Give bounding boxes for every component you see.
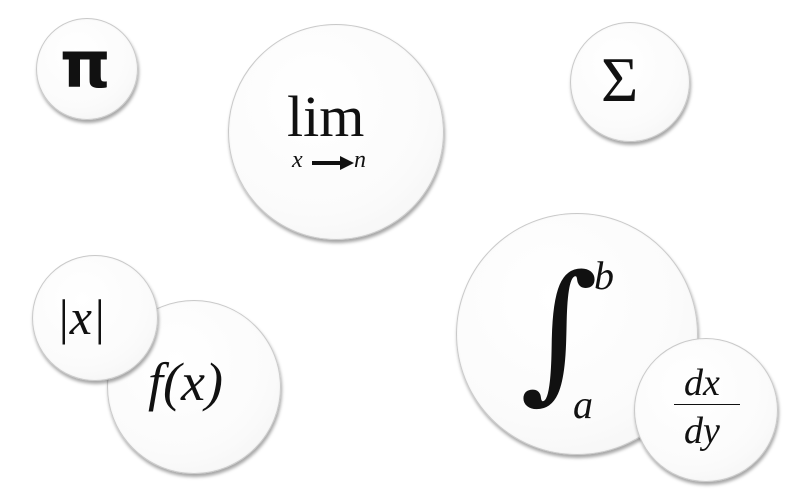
- right-arrow-icon: [312, 156, 354, 170]
- function-symbol: f(x): [148, 352, 223, 412]
- sigma-bubble: [570, 22, 690, 142]
- limit-subscript-target: n: [354, 147, 366, 173]
- limit-bubble: [228, 24, 444, 240]
- derivative-bubble: [634, 338, 778, 482]
- limit-word: lim: [287, 84, 365, 149]
- pi-bubble: [36, 18, 138, 120]
- pi-symbol: π: [60, 29, 111, 103]
- limit-subscript-variable: x: [292, 147, 303, 173]
- absolute-value-symbol: |x|: [56, 289, 106, 345]
- fraction-bar: [674, 404, 740, 405]
- absolute-value-bubble: [32, 255, 158, 381]
- derivative-denominator: dy: [684, 410, 720, 452]
- integral-upper-limit: b: [594, 253, 614, 298]
- derivative-numerator: dx: [684, 362, 720, 404]
- integral-sign: ∫: [520, 244, 599, 418]
- sigma-symbol: Σ: [601, 44, 639, 115]
- integral-lower-limit: a: [573, 382, 593, 427]
- function-bubble: [107, 300, 281, 474]
